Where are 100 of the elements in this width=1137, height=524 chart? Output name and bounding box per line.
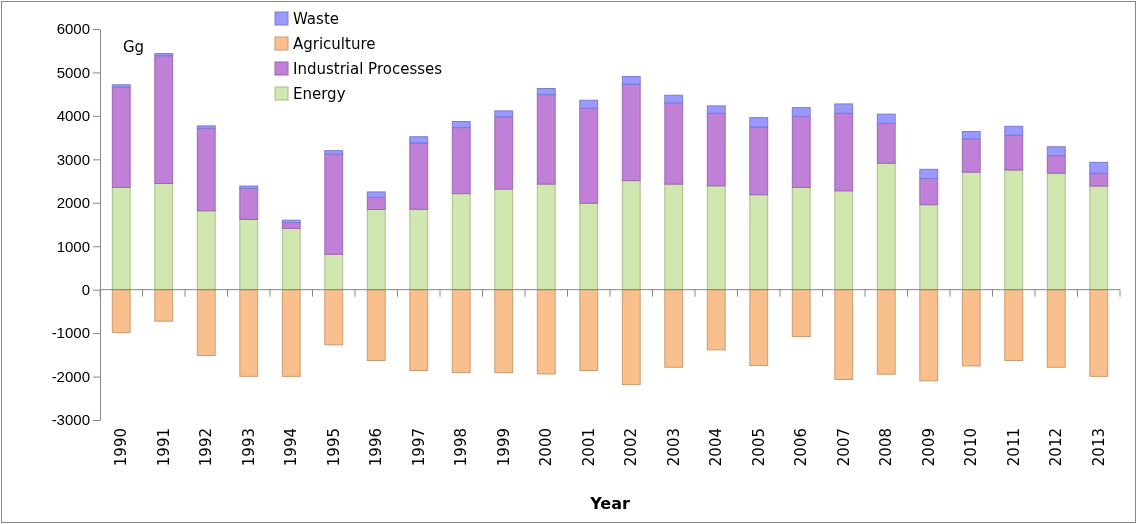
y-tick-label: 3000 (56, 150, 90, 168)
bar (536, 94, 556, 185)
x-tick-label: 2007 (834, 428, 853, 467)
bar (1046, 289, 1066, 368)
x-tick-label: 2000 (537, 428, 556, 467)
x-tick-label: 1992 (197, 428, 216, 467)
bar (1046, 155, 1066, 174)
bar (706, 289, 726, 351)
bar (409, 136, 429, 144)
legend-label: Waste (293, 10, 339, 28)
bar (834, 289, 854, 380)
bar (409, 208, 429, 291)
bar (494, 289, 514, 374)
x-tick-label: 1993 (239, 428, 258, 467)
y-tick-label: 6000 (56, 20, 90, 38)
bar (536, 183, 556, 291)
bar (154, 182, 174, 291)
bar (196, 125, 216, 129)
y-tick-label: 4000 (56, 107, 90, 125)
x-tick-label: 1996 (367, 428, 386, 467)
bar (664, 94, 684, 104)
y-axis-title: Gg (123, 38, 145, 56)
bar (961, 131, 981, 140)
bar (111, 289, 131, 334)
y-tick-label: -2000 (51, 367, 90, 385)
bar (749, 126, 769, 196)
y-tick-label: 1000 (56, 237, 90, 255)
bar (1089, 289, 1109, 377)
x-tick-label: 2009 (919, 428, 938, 467)
bar (324, 253, 344, 291)
bar (409, 142, 429, 210)
bar (196, 127, 216, 212)
bar (791, 115, 811, 188)
x-tick-label: 2002 (622, 428, 641, 467)
legend-label: Energy (293, 85, 346, 103)
bar (281, 227, 301, 291)
bar (494, 188, 514, 291)
bar (876, 122, 896, 164)
bar (366, 289, 386, 361)
bar (239, 185, 259, 189)
bar (579, 107, 599, 204)
bar (664, 183, 684, 291)
x-axis-title: Year (589, 494, 630, 513)
bar (494, 116, 514, 190)
bar (749, 289, 769, 366)
bar (196, 289, 216, 356)
y-tick-label: 0 (81, 280, 90, 298)
x-tick-label: 2004 (707, 428, 726, 467)
bar (281, 289, 301, 377)
bar (1004, 125, 1024, 136)
x-tick-label: 2011 (1004, 428, 1023, 467)
bar (154, 53, 174, 57)
x-tick-label: 1991 (154, 428, 173, 467)
bar (451, 193, 471, 291)
bar (664, 289, 684, 368)
bar (324, 153, 344, 255)
bar (111, 84, 131, 88)
x-tick-label: 1997 (409, 428, 428, 467)
bar (919, 177, 939, 206)
bar (579, 202, 599, 291)
bar (961, 289, 981, 367)
legend-label: Industrial Processes (293, 60, 443, 78)
bar (451, 121, 471, 129)
bar (791, 107, 811, 117)
y-tick-label: -1000 (51, 324, 90, 342)
bar (409, 289, 429, 371)
bar (834, 103, 854, 114)
bar (706, 105, 726, 114)
bar (324, 150, 344, 155)
y-tick-label: 5000 (56, 63, 90, 81)
bar (876, 289, 896, 375)
bar (1004, 134, 1024, 171)
bar (1046, 172, 1066, 291)
bar (154, 289, 174, 322)
bar (579, 289, 599, 371)
bar (451, 289, 471, 374)
bar (621, 76, 641, 85)
bar (536, 289, 556, 375)
x-tick-label: 1999 (494, 428, 513, 467)
bar (366, 209, 386, 291)
bar (876, 113, 896, 124)
bar (834, 112, 854, 192)
bar (239, 219, 259, 291)
bar (919, 204, 939, 291)
bar (239, 187, 259, 220)
x-tick-label: 1998 (452, 428, 471, 467)
bar (366, 191, 386, 198)
bar (621, 289, 641, 386)
bar (834, 190, 854, 291)
bar (664, 102, 684, 185)
bar (324, 289, 344, 346)
bar (749, 194, 769, 291)
bar (1046, 146, 1066, 157)
x-tick-label: 2006 (792, 428, 811, 467)
x-tick-label: 2008 (877, 428, 896, 467)
bar (451, 127, 471, 195)
bar (1089, 185, 1109, 291)
bar (366, 196, 386, 211)
bar (791, 186, 811, 291)
bar (154, 55, 174, 184)
